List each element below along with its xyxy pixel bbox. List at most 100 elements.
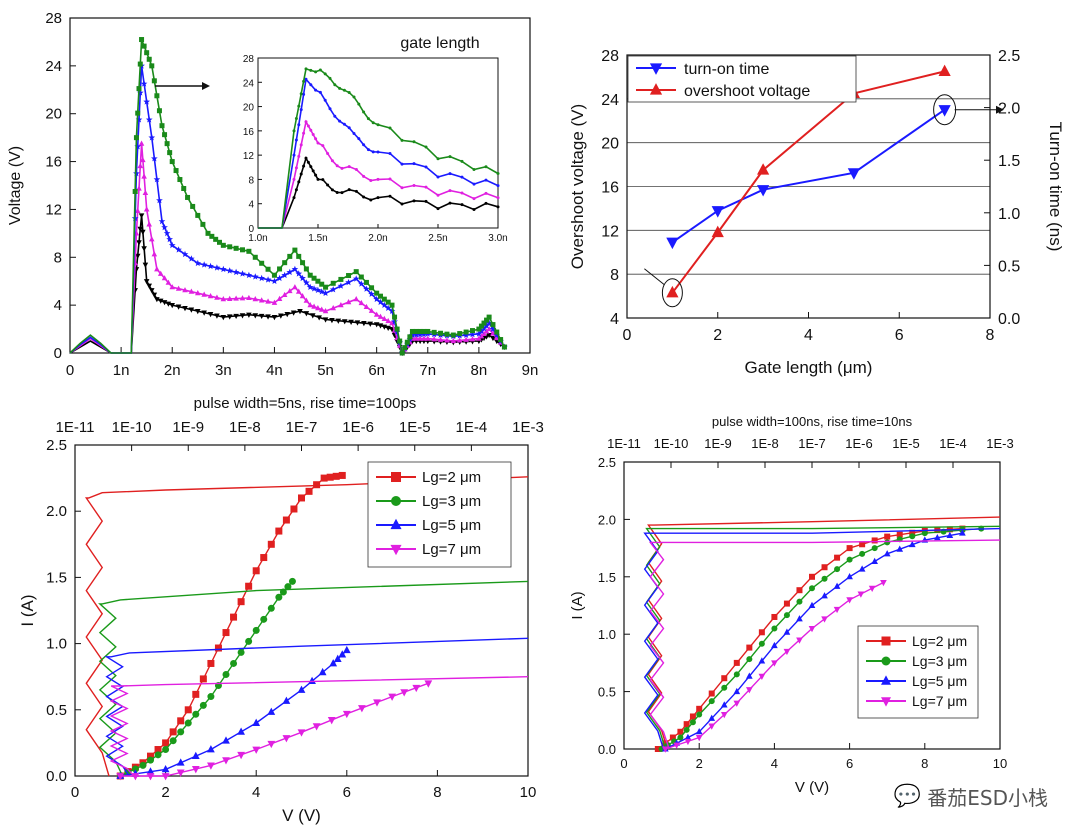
data-point xyxy=(207,312,214,318)
data-point xyxy=(177,728,185,736)
y-tick-label: 2.5 xyxy=(46,437,67,454)
data-point xyxy=(299,274,306,282)
inset-data-point xyxy=(362,143,366,147)
x-tick-label: 6 xyxy=(895,327,904,344)
data-point xyxy=(444,337,450,343)
inset-data-point xyxy=(304,120,308,124)
y2-tick-label: 1.5 xyxy=(998,153,1020,170)
data-point xyxy=(192,690,200,698)
data-point xyxy=(462,331,470,338)
data-point xyxy=(385,317,391,324)
inset-data-point xyxy=(354,168,358,172)
data-point xyxy=(181,250,189,258)
inset-data-point xyxy=(309,68,313,72)
data-point xyxy=(184,719,192,727)
annotation-arrowhead xyxy=(202,82,210,90)
data-point xyxy=(368,307,375,313)
data-point xyxy=(330,305,336,311)
data-point xyxy=(425,328,431,334)
data-point xyxy=(399,350,405,356)
data-point xyxy=(201,310,207,316)
data-point xyxy=(358,274,364,280)
data-point xyxy=(783,612,790,619)
top-tick-label: 1E-3 xyxy=(986,436,1013,451)
data-point xyxy=(412,684,421,693)
data-point xyxy=(695,728,703,735)
data-point xyxy=(438,330,444,336)
data-point xyxy=(157,270,164,276)
data-point xyxy=(195,212,201,218)
data-point xyxy=(871,545,878,552)
data-point xyxy=(182,306,188,312)
top-tick-label: 1E-7 xyxy=(798,436,825,451)
x-axis-label: Gate length (μm) xyxy=(745,358,873,377)
inset-data-point xyxy=(316,141,320,145)
data-point xyxy=(859,541,866,548)
data-point xyxy=(246,248,252,254)
data-point xyxy=(480,325,488,332)
inset-data-point xyxy=(496,184,500,188)
data-point xyxy=(233,295,239,301)
x-tick-label: 0 xyxy=(620,756,627,771)
inset-data-point xyxy=(472,168,476,172)
data-point xyxy=(308,676,316,685)
data-point xyxy=(220,296,227,302)
data-point xyxy=(161,773,170,781)
data-point xyxy=(358,705,366,713)
y-tick-label: 1.5 xyxy=(598,570,616,585)
inset-data-point xyxy=(357,137,361,141)
inset-data-point xyxy=(376,177,380,181)
inset-data-point xyxy=(299,143,303,147)
data-point xyxy=(173,168,179,174)
data-point xyxy=(230,613,238,621)
data-point xyxy=(246,294,252,301)
inset-data-point xyxy=(328,107,332,111)
data-point xyxy=(345,299,352,305)
data-point xyxy=(392,314,398,320)
data-point xyxy=(363,285,370,292)
data-point xyxy=(391,318,398,325)
data-point xyxy=(147,752,154,760)
data-point xyxy=(711,206,724,218)
data-point xyxy=(413,328,419,334)
data-point xyxy=(175,285,182,291)
inset-y-tick-label: 28 xyxy=(243,54,255,65)
x-tick-label: 2n xyxy=(164,362,181,379)
legend-label: Lg=5 μm xyxy=(912,673,967,689)
inset-data-point xyxy=(297,104,301,108)
inset-x-tick-label: 1.0n xyxy=(248,233,267,244)
inset-data-point xyxy=(292,177,296,181)
inset-data-point xyxy=(436,157,440,161)
inset-y-tick-label: 8 xyxy=(248,175,254,186)
y-axis-label: Voltage (V) xyxy=(7,146,24,225)
top-tick-label: 1E-7 xyxy=(286,419,318,436)
data-point xyxy=(222,736,230,744)
data-point xyxy=(330,280,336,286)
data-point xyxy=(677,728,684,735)
chart-iv-100ns: 0 2 4 6 8 10 0.0 0.5 1.0 1.5 2.0 2.5 1E-11 1E-10 1E-9 1… xyxy=(569,414,1014,796)
data-point xyxy=(207,693,215,701)
data-point xyxy=(154,266,160,272)
leakage-curve xyxy=(104,637,529,777)
data-point xyxy=(267,740,276,749)
data-point xyxy=(871,537,878,544)
inset-data-point xyxy=(318,90,322,94)
data-point xyxy=(319,281,325,287)
x-tick-label: 8 xyxy=(986,327,995,344)
data-point xyxy=(265,314,271,320)
inset-data-point xyxy=(314,137,318,141)
leakage-curve xyxy=(645,525,1001,750)
data-point xyxy=(758,657,766,664)
data-point xyxy=(153,176,161,183)
data-point xyxy=(279,588,287,596)
data-point xyxy=(149,236,155,242)
data-point xyxy=(708,714,716,721)
series-line xyxy=(671,108,946,244)
inset-data-point xyxy=(448,189,452,193)
data-point xyxy=(222,757,230,765)
y-tick-label: 2.0 xyxy=(46,503,67,520)
data-point xyxy=(220,242,226,248)
data-point xyxy=(237,727,245,735)
data-point xyxy=(226,295,233,301)
data-point xyxy=(161,765,170,773)
